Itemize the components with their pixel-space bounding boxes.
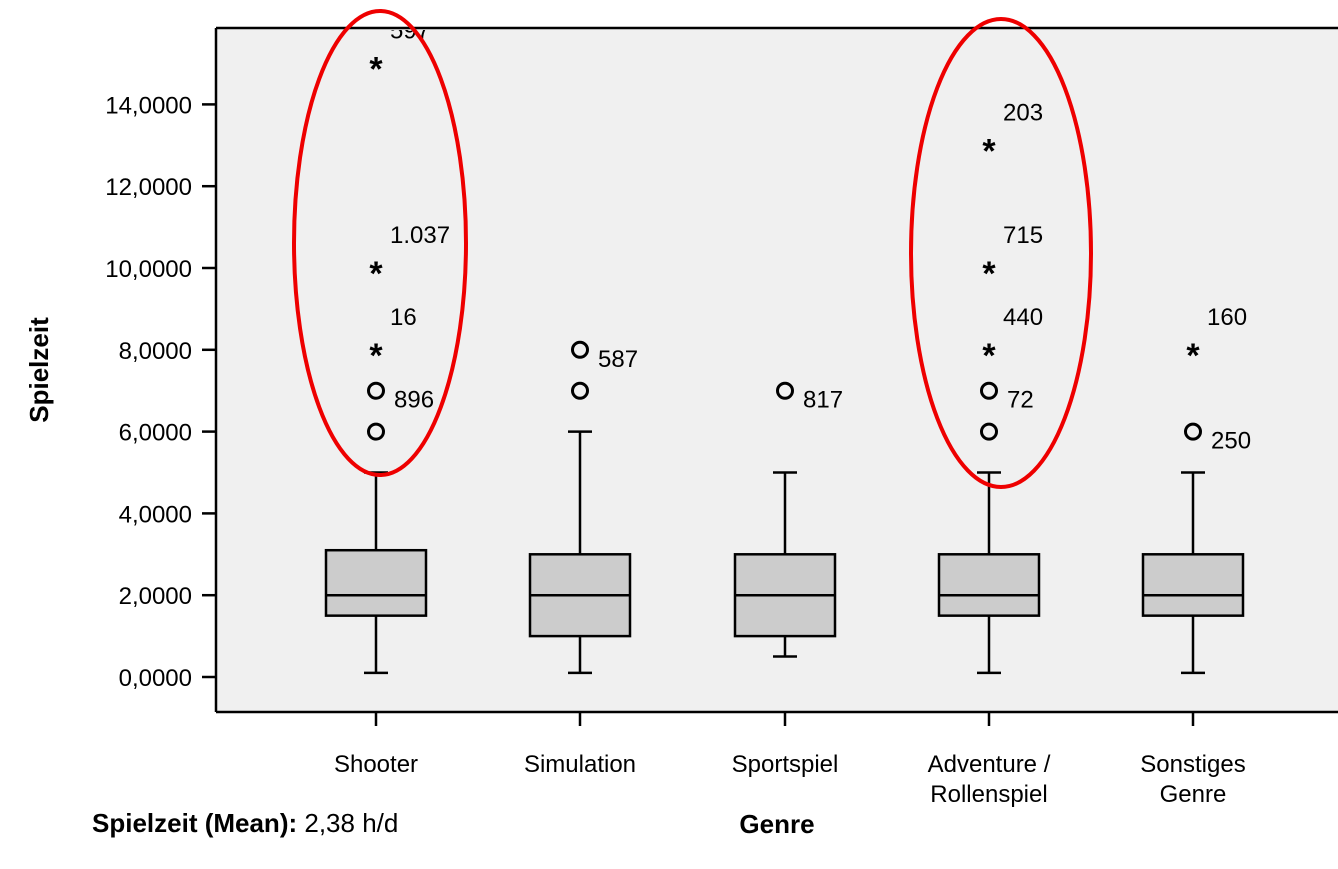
outlier-label: 72	[1007, 387, 1034, 414]
outlier-marker	[367, 422, 385, 441]
extreme-marker: *	[982, 132, 996, 170]
extreme-marker: *	[982, 255, 996, 293]
outlier-label: 715	[1003, 222, 1043, 249]
y-tick-label: 2,0000	[119, 583, 192, 610]
outlier-label: 16	[390, 304, 417, 331]
x-tick-label-line: Shooter	[334, 751, 418, 778]
extreme-marker: *	[982, 337, 996, 375]
x-tick-label: Shooter	[334, 751, 418, 778]
x-tick-label-line: Sonstiges	[1140, 751, 1245, 778]
boxes	[324, 430, 1245, 675]
mean-summary-value: 2,38 h/d	[304, 808, 399, 838]
outlier-marker	[571, 381, 589, 400]
x-tick-label-line: Rollenspiel	[930, 781, 1047, 808]
highlight-ellipse	[292, 9, 468, 477]
outlier-label: 817	[803, 387, 843, 414]
outlier-label: 587	[598, 346, 638, 373]
box-3	[937, 471, 1041, 675]
x-tick-label: Adventure / Rollenspiel	[928, 751, 1051, 808]
box-iqr	[324, 548, 428, 617]
x-tick-label-line: Genre	[1160, 781, 1227, 808]
mean-summary-label: Spielzeit (Mean):	[92, 808, 298, 838]
outlier-marker	[980, 422, 998, 441]
x-tick-label-line: Adventure /	[928, 751, 1051, 778]
y-tick-label: 8,0000	[119, 338, 192, 365]
outlier-marker	[776, 381, 794, 400]
extreme-marker: *	[369, 337, 383, 375]
box-2	[733, 471, 837, 658]
highlight-ellipses	[292, 9, 1093, 489]
y-tick-label: 14,0000	[105, 92, 192, 119]
box-iqr	[937, 553, 1041, 617]
x-tick-label-line: Simulation	[524, 751, 636, 778]
outlier-label: 203	[1003, 99, 1043, 126]
outlier-label: 440	[1003, 304, 1043, 331]
outlier-label: 1.037	[390, 222, 450, 249]
extreme-marker: *	[369, 51, 383, 89]
extreme-marker: *	[369, 255, 383, 293]
box-0	[324, 471, 428, 675]
y-tick-label: 6,0000	[119, 420, 192, 447]
outliers: *597*1.037*16896587817*203*715*44072*160…	[367, 30, 1251, 455]
y-tick-label: 12,0000	[105, 174, 192, 201]
extreme-marker: *	[1186, 337, 1200, 375]
box-4	[1141, 471, 1245, 675]
highlight-ellipse	[909, 17, 1093, 489]
y-tick-label: 4,0000	[119, 501, 192, 528]
y-axis: 0,0000 2,0000 4,0000 6,0000 8,0000 10,0000 12,…	[105, 26, 1338, 712]
x-axis: Shooter Simulation Sportspiel Adventure / Ro…	[216, 710, 1338, 808]
x-tick-label: Simulation	[524, 751, 636, 778]
outlier-marker	[571, 340, 589, 359]
x-axis-title: Genre	[739, 809, 814, 839]
outlier-marker	[980, 381, 998, 400]
x-tick-label: Sportspiel	[732, 751, 839, 778]
outlier-label: 250	[1211, 428, 1251, 455]
outlier-marker	[1184, 422, 1202, 441]
box-1	[528, 430, 632, 675]
outlier-label: 896	[394, 387, 434, 414]
x-tick-label: Sonstiges Genre	[1140, 751, 1245, 808]
mean-summary: Spielzeit (Mean): 2,38 h/d	[92, 808, 398, 839]
y-axis-title: Spielzeit	[24, 317, 54, 423]
outlier-marker	[367, 381, 385, 400]
outlier-label: 160	[1207, 304, 1247, 331]
box-iqr	[1141, 553, 1245, 617]
y-tick-label: 0,0000	[119, 665, 192, 692]
y-tick-label: 10,0000	[105, 256, 192, 283]
x-tick-label-line: Sportspiel	[732, 751, 839, 778]
